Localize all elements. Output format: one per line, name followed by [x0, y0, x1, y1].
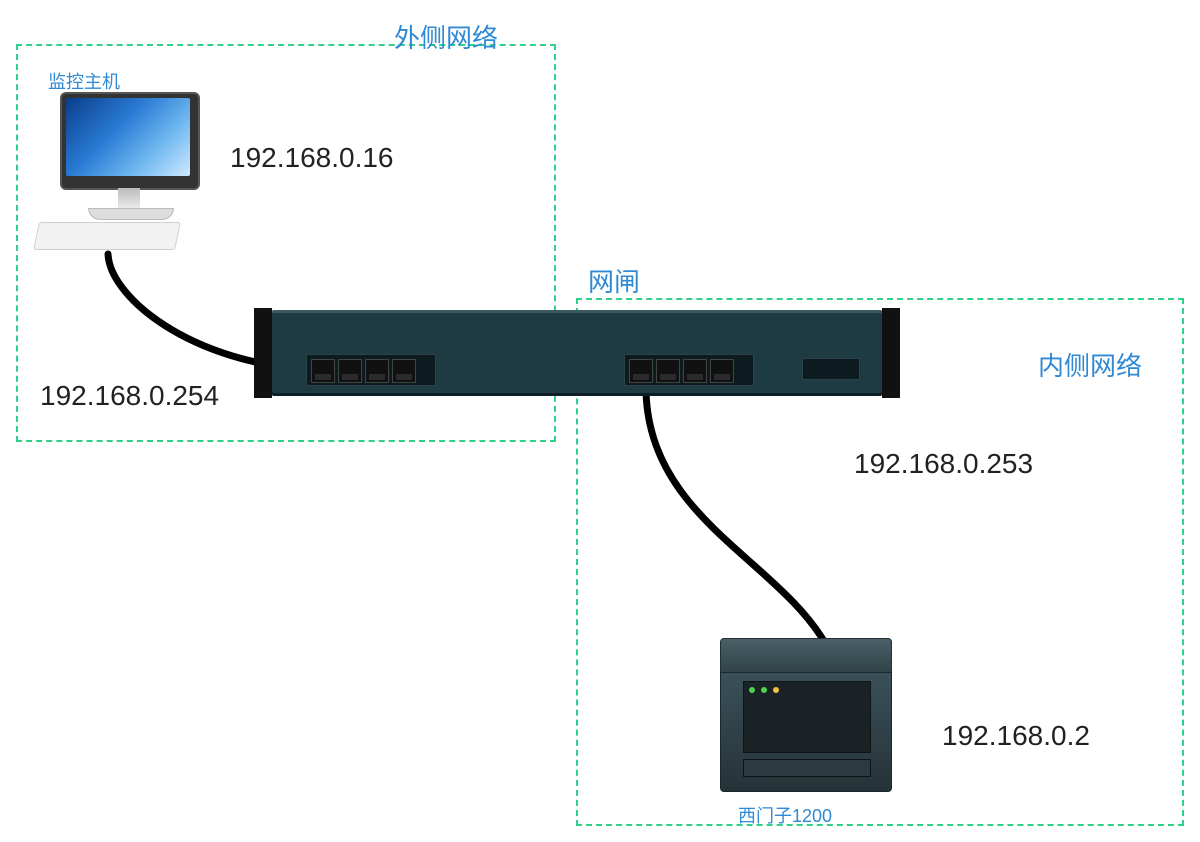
ethernet-port-icon	[392, 359, 416, 383]
ethernet-port-icon	[683, 359, 707, 383]
gateway-rack-ear-right	[882, 308, 900, 398]
ethernet-port-icon	[311, 359, 335, 383]
ip-monitor: 192.168.0.16	[230, 142, 394, 174]
zone-outer-label: 外侧网络	[394, 18, 498, 55]
plc-lid	[720, 638, 892, 674]
ip-gateway-outer: 192.168.0.254	[40, 380, 219, 412]
gateway-rack-ear-left	[254, 308, 272, 398]
diagram-stage: 外侧网络 内侧网络 网闸 监控主机	[0, 0, 1200, 842]
gateway-ports-outer	[306, 354, 436, 386]
zone-inner-label: 内侧网络	[1038, 346, 1142, 383]
gateway-device	[272, 310, 882, 396]
ip-plc: 192.168.0.2	[942, 720, 1090, 752]
gateway-ports-inner	[624, 354, 754, 386]
ethernet-port-icon	[656, 359, 680, 383]
plc-terminal-strip	[743, 759, 871, 777]
ethernet-port-icon	[365, 359, 389, 383]
monitor-stand	[118, 188, 140, 210]
plc-body	[720, 672, 892, 792]
monitor-label: 监控主机	[48, 68, 120, 94]
ethernet-port-icon	[338, 359, 362, 383]
plc-label: 西门子1200	[738, 802, 832, 828]
gateway-power-slot	[802, 358, 860, 380]
led-icon	[773, 687, 779, 693]
plc-leds	[749, 687, 779, 693]
ethernet-port-icon	[629, 359, 653, 383]
gateway-label: 网闸	[588, 262, 640, 299]
ethernet-port-icon	[710, 359, 734, 383]
keyboard-icon	[33, 222, 181, 250]
led-icon	[761, 687, 767, 693]
led-icon	[749, 687, 755, 693]
monitor-screen	[66, 98, 190, 176]
ip-gateway-inner: 192.168.0.253	[854, 448, 1033, 480]
monitor-base	[88, 208, 174, 220]
